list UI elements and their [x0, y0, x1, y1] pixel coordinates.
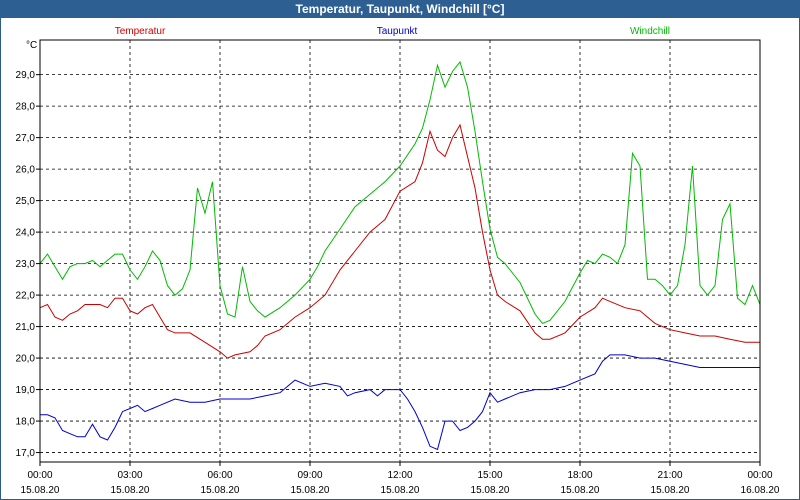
- x-tick-date-label: 15.08.20: [21, 485, 60, 496]
- x-tick-time-label: 00:00: [747, 470, 772, 481]
- y-tick-label: 29,0: [16, 70, 36, 81]
- series-lines: [39, 60, 761, 451]
- y-tick-label: 17,0: [16, 448, 36, 459]
- y-tick-label: 21,0: [16, 322, 36, 333]
- legend-entry-windchill: Windchill: [630, 26, 670, 37]
- y-tick-label: 26,0: [16, 165, 36, 176]
- y-tick-label: 20,0: [16, 354, 36, 365]
- y-tick-label: 25,0: [16, 196, 36, 207]
- x-tick-time-label: 03:00: [117, 470, 142, 481]
- y-tick-label: 19,0: [16, 385, 36, 396]
- x-tick-date-label: 15.08.20: [471, 485, 510, 496]
- y-tick-label: 23,0: [16, 259, 36, 270]
- y-tick-label: 24,0: [16, 228, 36, 239]
- x-tick-date-label: 15.08.20: [381, 485, 420, 496]
- y-tick-label: 18,0: [16, 417, 36, 428]
- y-tick-label: 27,0: [16, 133, 36, 144]
- series-line-windchill: [39, 60, 761, 325]
- x-tick-date-label: 15.08.20: [561, 485, 600, 496]
- series-line-temperatur: [39, 123, 760, 359]
- legend: Temperatur Taupunkt Windchill: [115, 26, 670, 37]
- y-axis-unit-label: °C: [26, 40, 37, 51]
- x-tick-time-label: 06:00: [207, 470, 232, 481]
- x-tick-date-label: 15.08.20: [201, 485, 240, 496]
- grid-lines: [40, 40, 760, 462]
- x-tick-date-label: 16.08.20: [741, 485, 780, 496]
- y-tick-label: 22,0: [16, 291, 36, 302]
- x-tick-time-label: 15:00: [477, 470, 502, 481]
- x-tick-time-label: 12:00: [387, 470, 412, 481]
- x-tick-time-label: 18:00: [567, 470, 592, 481]
- x-tick-time-label: 00:00: [27, 470, 52, 481]
- x-tick-time-label: 09:00: [297, 470, 322, 481]
- legend-entry-taupunkt: Taupunkt: [377, 26, 418, 37]
- x-tick-date-label: 15.08.20: [651, 485, 690, 496]
- x-tick-time-label: 21:00: [657, 470, 682, 481]
- series-line-taupunkt: [40, 354, 760, 451]
- y-tick-label: 28,0: [16, 102, 36, 113]
- chart-title: Temperatur, Taupunkt, Windchill [°C]: [0, 0, 800, 18]
- x-tick-date-label: 15.08.20: [111, 485, 150, 496]
- axis-ticks: 17,0 18,0 19,0 20,0 21,0 22,0 23,0 24,0 25,0 26,0…: [16, 70, 780, 496]
- x-tick-date-label: 15.08.20: [291, 485, 330, 496]
- legend-entry-temperatur: Temperatur: [115, 26, 166, 37]
